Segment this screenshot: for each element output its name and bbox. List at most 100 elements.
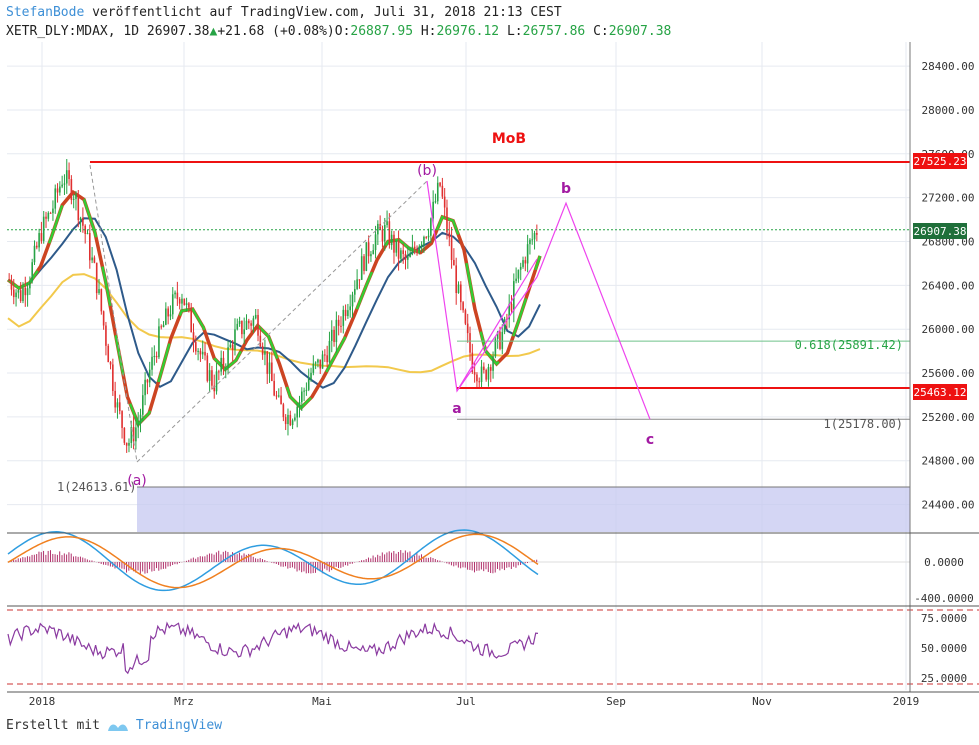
candle-body — [335, 319, 338, 343]
price-change: +21.68 (+0.08%) — [217, 24, 335, 39]
candle-body — [271, 362, 273, 381]
high-value: 26976.12 — [436, 24, 500, 39]
wave-label-b: b — [561, 181, 571, 197]
y-tick-label: 24800.00 — [922, 455, 975, 468]
candle-body — [185, 303, 188, 305]
candle-body — [317, 359, 319, 363]
grid-lines — [7, 42, 910, 690]
candle-body — [208, 370, 211, 381]
candle-body — [499, 331, 501, 349]
y-tick-label: 28000.00 — [922, 104, 975, 117]
candle-body — [324, 354, 326, 356]
chart-header-line2: XETR_DLY:MDAX, 1D 26907.38▲+21.68 (+0.08… — [6, 24, 671, 39]
candle-body — [88, 233, 91, 261]
x-tick-label: Nov — [752, 695, 772, 708]
symbol-label: XETR_DLY:MDAX, 1D — [6, 24, 140, 39]
author-link[interactable]: StefanBode — [6, 5, 85, 20]
candle-body — [59, 186, 61, 193]
badge-support-bg — [913, 384, 967, 400]
badge-resistance: 27525.23 — [914, 155, 967, 168]
candle-body — [446, 207, 448, 233]
candle-body — [151, 356, 153, 370]
candle-body — [192, 332, 195, 343]
y-tick-label: 25200.00 — [922, 411, 975, 424]
candle-body — [494, 338, 497, 357]
candle-body — [418, 246, 421, 253]
candle-body — [98, 289, 100, 294]
candle-body — [404, 254, 407, 260]
candle-body — [480, 366, 483, 382]
candle-body — [420, 244, 423, 247]
candle-body — [63, 183, 66, 185]
created-with-label: Erstellt mit — [6, 718, 100, 733]
candle-body — [165, 308, 167, 325]
candle-body — [277, 395, 280, 397]
candle-body — [183, 298, 186, 305]
candle-body — [489, 367, 492, 371]
candle-body — [204, 351, 206, 356]
candle-body — [250, 323, 252, 326]
candle-body — [40, 233, 43, 241]
low-value: 26757.86 — [522, 24, 586, 39]
indicator-panes: 0.0000 -400.0000 75.0000 50.0000 25.0000 — [7, 529, 979, 685]
wave-label-c: c — [646, 432, 654, 448]
candle-body — [197, 350, 199, 352]
candle-body — [49, 212, 52, 214]
badge-support: 25463.12 — [914, 386, 967, 399]
candle-body — [227, 347, 229, 369]
tradingview-link[interactable]: TradingView — [135, 718, 223, 733]
candle-body — [319, 359, 322, 369]
y-tick-label: 26000.00 — [922, 323, 975, 336]
candle-body — [181, 298, 183, 304]
x-tick-label: 2018 — [29, 695, 56, 708]
candle-body — [171, 294, 174, 315]
candle-body — [148, 369, 151, 383]
candle-body — [245, 320, 248, 330]
low-label: L: — [506, 24, 523, 39]
candle-body — [466, 323, 469, 334]
candle-body — [349, 306, 352, 311]
candle-body — [211, 370, 213, 386]
candle-body — [35, 245, 38, 248]
candle-body — [137, 423, 140, 428]
candle-body — [26, 288, 29, 296]
candle-body — [464, 310, 467, 324]
candle-body — [287, 414, 289, 425]
candle-body — [462, 302, 464, 311]
open-value: 26887.95 — [350, 24, 414, 39]
candle-body — [31, 262, 34, 282]
candle-body — [188, 303, 190, 308]
candle-body — [125, 442, 128, 446]
candle-body — [213, 385, 216, 392]
candlesticks — [8, 159, 538, 453]
candle-body — [86, 233, 89, 235]
candle-body — [162, 324, 165, 328]
published-text: veröffentlicht auf TradingView.com, Juli… — [84, 5, 562, 20]
candle-body — [284, 417, 287, 425]
candle-body — [33, 245, 36, 263]
candle-body — [231, 344, 234, 351]
candle-body — [206, 355, 209, 381]
candle-body — [397, 240, 400, 259]
wave-label-b-paren: (b) — [417, 163, 437, 179]
candle-body — [296, 406, 299, 418]
candle-body — [344, 309, 347, 317]
candle-body — [112, 364, 114, 391]
y-tick-label: 27200.00 — [922, 192, 975, 205]
x-tick-label: 2019 — [893, 695, 920, 708]
candle-body — [310, 372, 312, 380]
candle-body — [38, 233, 40, 248]
candle-body — [388, 221, 391, 246]
candle-body — [153, 355, 156, 357]
candle-body — [485, 370, 487, 380]
chart-header-line1: StefanBode veröffentlicht auf TradingVie… — [6, 5, 562, 20]
macd-line — [7, 529, 539, 592]
candle-body — [496, 331, 499, 339]
candle-body — [443, 196, 446, 208]
chart-title: MoB — [492, 131, 526, 147]
candle-body — [395, 240, 398, 253]
wave-label-a-paren: (a) — [127, 473, 147, 489]
candle-body — [307, 379, 310, 390]
candle-body — [423, 236, 425, 245]
